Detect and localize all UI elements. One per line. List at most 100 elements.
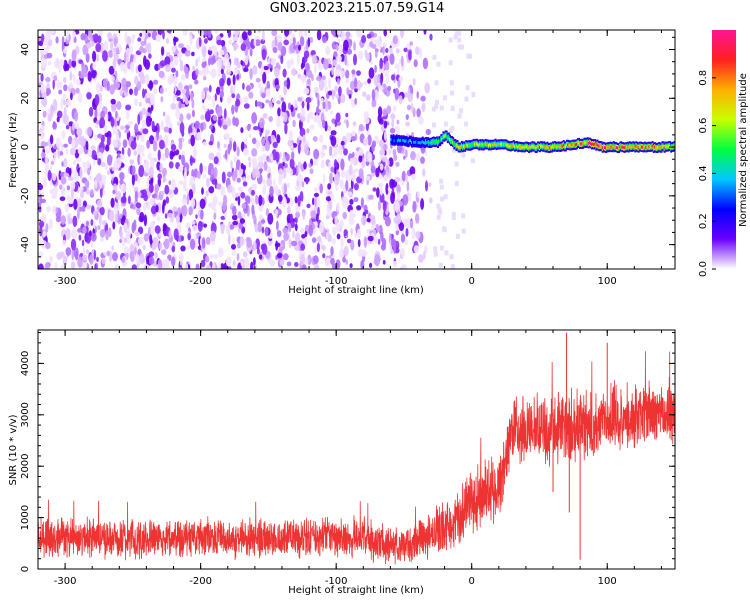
- signal-line: [638, 145, 641, 149]
- noise-blob: [122, 236, 125, 248]
- signal-line: [517, 145, 520, 149]
- signal-line: [586, 140, 589, 144]
- signal-line: [670, 146, 673, 150]
- signal-line: [621, 145, 624, 149]
- signal-line: [632, 144, 635, 148]
- noise-blob: [186, 113, 192, 120]
- noise-blob: [60, 264, 66, 269]
- noise-blob: [133, 204, 136, 211]
- noise-blob: [43, 38, 48, 46]
- x-tick-label: -100: [325, 276, 348, 287]
- noise-blob: [261, 226, 265, 234]
- signal-line: [556, 145, 559, 149]
- noise-blob: [103, 124, 108, 135]
- noise-blob: [244, 257, 250, 269]
- noise-blob: [145, 115, 152, 127]
- signal-line: [447, 136, 450, 139]
- signal-line: [657, 146, 660, 150]
- noise-blob: [209, 253, 214, 259]
- noise-blob: [155, 204, 159, 213]
- noise-blob: [395, 161, 400, 167]
- noise-blob: [99, 236, 104, 242]
- noise-blob: [217, 247, 224, 257]
- noise-blob: [440, 196, 445, 202]
- noise-blob: [390, 113, 396, 120]
- signal-line: [649, 145, 652, 149]
- noise-blob: [380, 186, 383, 196]
- noise-blob: [157, 259, 163, 269]
- noise-blob: [76, 127, 83, 137]
- noise-blob: [154, 251, 158, 259]
- noise-blob: [386, 159, 390, 167]
- signal-line: [546, 145, 549, 149]
- noise-blob: [231, 104, 235, 115]
- noise-blob: [294, 196, 298, 204]
- noise-blob: [358, 252, 365, 257]
- noise-blob: [178, 266, 184, 269]
- noise-blob: [239, 218, 246, 224]
- noise-blob: [133, 150, 137, 156]
- noise-blob: [392, 35, 398, 45]
- noise-blob: [228, 233, 231, 245]
- noise-blob: [232, 205, 237, 216]
- noise-blob: [370, 165, 376, 174]
- noise-blob: [336, 137, 340, 145]
- noise-blob: [172, 93, 176, 103]
- noise-blob: [224, 211, 227, 219]
- noise-blob: [316, 235, 322, 243]
- noise-blob: [282, 227, 289, 234]
- snr-frame: [37, 329, 676, 570]
- noise-blob: [60, 100, 64, 109]
- noise-blob: [220, 215, 226, 220]
- noise-blob: [331, 65, 335, 76]
- noise-blob: [372, 187, 377, 192]
- noise-blob: [106, 136, 111, 146]
- noise-blob: [167, 76, 174, 86]
- signal-line: [402, 138, 405, 142]
- x-tick-label: 100: [598, 276, 617, 287]
- noise-blob: [157, 149, 161, 161]
- signal-line: [490, 143, 493, 147]
- noise-blob: [330, 193, 335, 200]
- signal-line: [497, 142, 500, 146]
- noise-blob: [371, 224, 375, 231]
- noise-blob: [346, 48, 353, 55]
- noise-blob: [439, 184, 444, 190]
- noise-blob: [64, 203, 70, 213]
- noise-blob: [342, 211, 348, 220]
- signal-line: [515, 144, 518, 148]
- noise-blob: [59, 184, 63, 190]
- noise-blob: [354, 151, 360, 158]
- noise-blob: [330, 110, 333, 115]
- noise-blob: [370, 60, 373, 65]
- noise-blob: [101, 257, 106, 265]
- noise-blob: [108, 65, 115, 75]
- noise-blob: [205, 236, 211, 245]
- signal-line: [650, 145, 653, 149]
- signal-line: [659, 146, 662, 149]
- signal-line: [494, 142, 497, 146]
- signal-line: [418, 141, 421, 145]
- noise-blob: [198, 70, 203, 76]
- signal-line: [604, 146, 606, 149]
- noise-blob: [411, 227, 416, 240]
- noise-blob: [50, 160, 55, 165]
- noise-blob: [429, 197, 433, 204]
- noise-blob: [45, 76, 51, 83]
- noise-blob: [179, 113, 184, 123]
- noise-blob: [343, 229, 348, 237]
- noise-blob: [367, 78, 371, 84]
- signal-line: [453, 142, 456, 146]
- noise-blob: [178, 165, 184, 173]
- noise-blob: [330, 135, 337, 147]
- noise-blob: [379, 57, 384, 70]
- noise-blob: [252, 184, 258, 190]
- noise-blob: [297, 164, 300, 175]
- noise-blob: [110, 40, 114, 50]
- noise-blob: [389, 53, 395, 65]
- noise-blob: [39, 225, 43, 237]
- signal-line: [559, 145, 562, 149]
- noise-blob: [105, 230, 109, 241]
- noise-blob: [253, 257, 256, 266]
- noise-blob: [327, 100, 332, 110]
